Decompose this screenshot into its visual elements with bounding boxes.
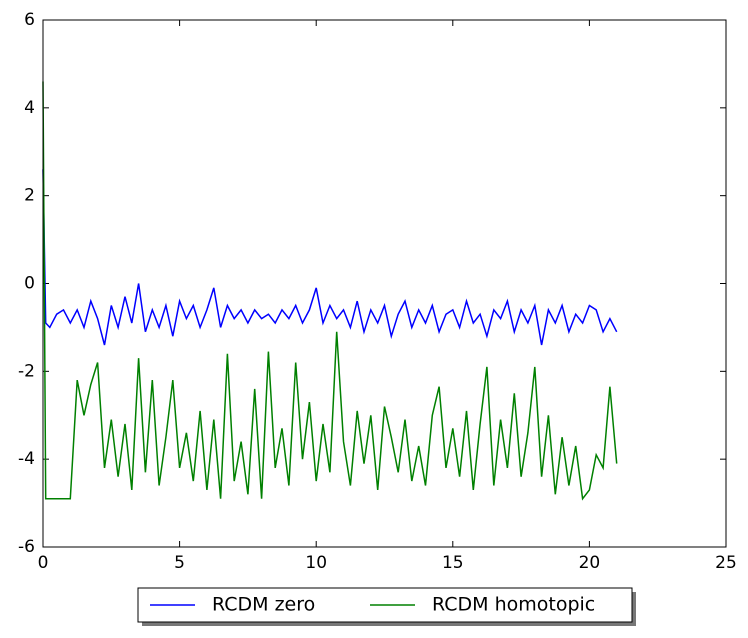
x-tick-label: 20	[579, 553, 601, 573]
legend-label: RCDM zero	[212, 594, 315, 616]
y-tick-label: 4	[24, 98, 35, 118]
y-tick-label: 0	[24, 274, 35, 294]
series-line	[42, 169, 618, 346]
series-line	[42, 81, 618, 501]
legend-label: RCDM homotopic	[432, 594, 595, 616]
y-tick-label: 6	[24, 10, 35, 30]
y-tick-label: -4	[18, 449, 35, 469]
x-tick-label: 25	[715, 553, 737, 573]
x-tick-label: 5	[174, 553, 185, 573]
x-tick-label: 0	[38, 553, 49, 573]
x-tick-label: 10	[305, 553, 327, 573]
plot-frame	[42, 19, 727, 548]
x-tick-label: 15	[442, 553, 464, 573]
y-tick-label: -2	[18, 361, 35, 381]
y-tick-label: 2	[24, 186, 35, 206]
legend: RCDM zero RCDM homotopic	[137, 587, 636, 626]
y-tick-label: -6	[18, 537, 35, 557]
legend-box	[137, 587, 633, 623]
